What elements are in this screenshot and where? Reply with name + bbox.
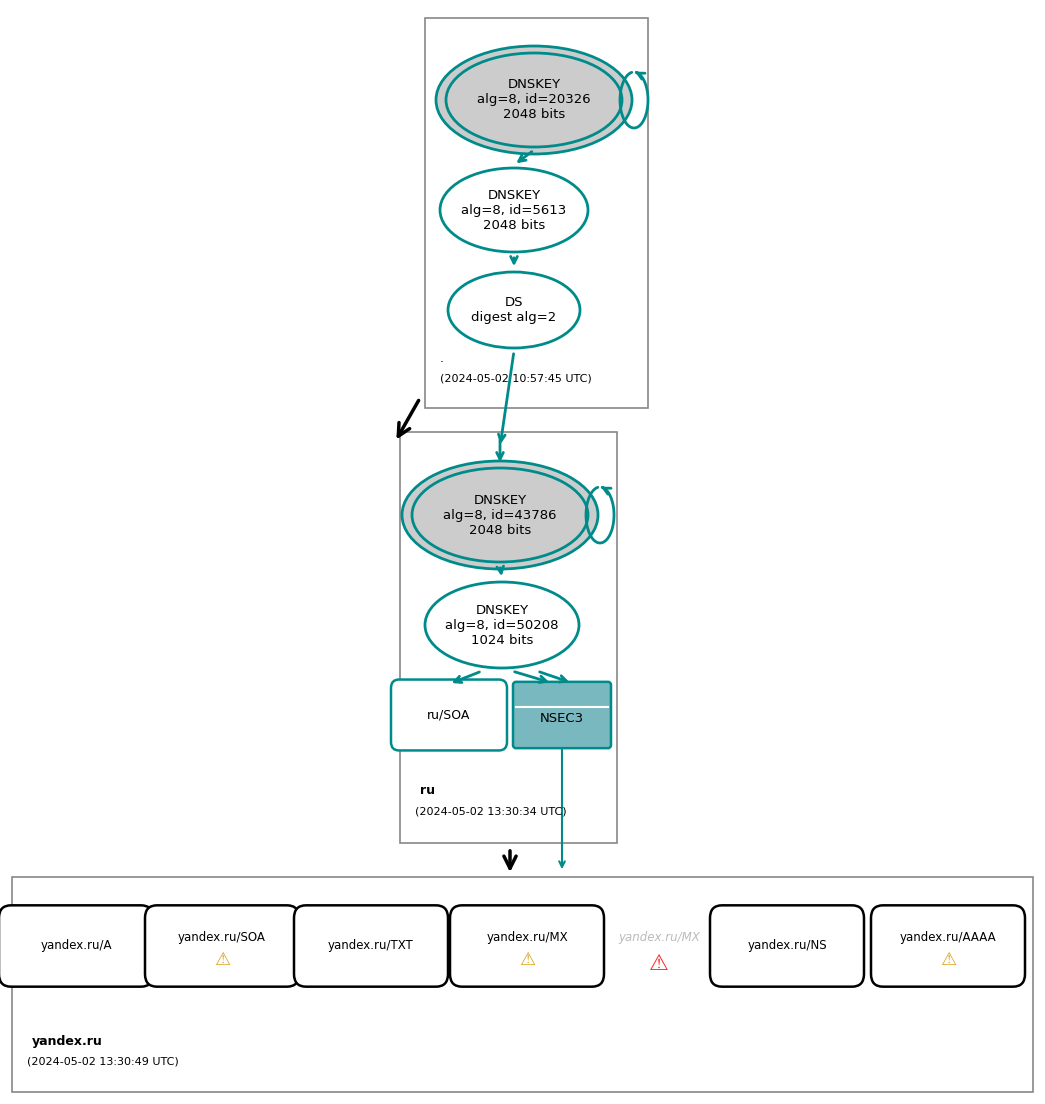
Text: ⚠: ⚠ (649, 954, 669, 974)
Text: ru/SOA: ru/SOA (427, 709, 470, 722)
FancyBboxPatch shape (450, 905, 604, 987)
FancyBboxPatch shape (294, 905, 448, 987)
FancyBboxPatch shape (391, 680, 507, 751)
Text: DNSKEY
alg=8, id=50208
1024 bits: DNSKEY alg=8, id=50208 1024 bits (445, 604, 559, 647)
FancyBboxPatch shape (870, 905, 1025, 987)
Text: yandex.ru: yandex.ru (32, 1036, 102, 1049)
Ellipse shape (440, 168, 588, 252)
Ellipse shape (448, 272, 580, 348)
Text: yandex.ru/MX: yandex.ru/MX (619, 932, 700, 945)
Text: yandex.ru/TXT: yandex.ru/TXT (328, 940, 414, 953)
Text: NSEC3: NSEC3 (540, 712, 584, 725)
Text: (2024-05-02 10:57:45 UTC): (2024-05-02 10:57:45 UTC) (440, 373, 591, 383)
Ellipse shape (446, 53, 622, 147)
Text: (2024-05-02 13:30:34 UTC): (2024-05-02 13:30:34 UTC) (415, 806, 566, 816)
Text: (2024-05-02 13:30:49 UTC): (2024-05-02 13:30:49 UTC) (27, 1057, 179, 1066)
Text: ⚠: ⚠ (214, 951, 230, 969)
FancyBboxPatch shape (425, 18, 648, 408)
Ellipse shape (436, 46, 632, 153)
Text: DNSKEY
alg=8, id=43786
2048 bits: DNSKEY alg=8, id=43786 2048 bits (443, 493, 557, 537)
Text: ⚠: ⚠ (519, 951, 535, 969)
Text: DNSKEY
alg=8, id=20326
2048 bits: DNSKEY alg=8, id=20326 2048 bits (478, 78, 590, 121)
Text: yandex.ru/NS: yandex.ru/NS (747, 940, 827, 953)
Ellipse shape (425, 582, 579, 668)
Text: yandex.ru/AAAA: yandex.ru/AAAA (900, 932, 996, 945)
Text: DNSKEY
alg=8, id=5613
2048 bits: DNSKEY alg=8, id=5613 2048 bits (462, 189, 566, 232)
Text: yandex.ru/A: yandex.ru/A (41, 940, 112, 953)
FancyBboxPatch shape (513, 682, 611, 749)
Text: ru: ru (420, 785, 435, 797)
Text: ⚠: ⚠ (939, 951, 956, 969)
Ellipse shape (412, 468, 588, 562)
Text: DS
digest alg=2: DS digest alg=2 (471, 296, 557, 323)
FancyBboxPatch shape (11, 877, 1034, 1092)
Ellipse shape (402, 461, 598, 569)
FancyBboxPatch shape (400, 432, 617, 843)
Text: yandex.ru/MX: yandex.ru/MX (486, 932, 567, 945)
FancyBboxPatch shape (710, 905, 864, 987)
FancyBboxPatch shape (0, 905, 153, 987)
Text: .: . (440, 351, 444, 364)
Text: yandex.ru/SOA: yandex.ru/SOA (178, 932, 265, 945)
FancyBboxPatch shape (145, 905, 299, 987)
